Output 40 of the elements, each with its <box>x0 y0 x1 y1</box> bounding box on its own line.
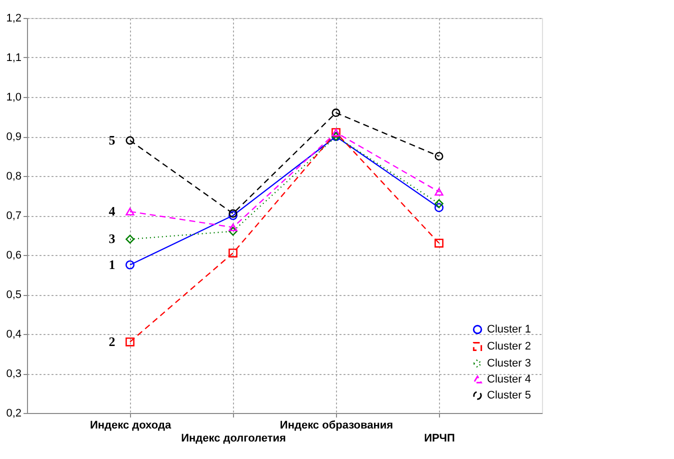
x-tick-label: Индекс образования <box>280 420 394 432</box>
legend-label: Cluster 4 <box>487 374 532 386</box>
y-tick-label: 0,4 <box>6 328 22 340</box>
annotation: 3 <box>108 231 116 246</box>
y-tick-label: 0,8 <box>6 170 22 182</box>
annotation: 2 <box>108 334 116 349</box>
y-tick-label: 0,6 <box>6 250 22 262</box>
legend-label: Cluster 2 <box>487 340 532 352</box>
point <box>332 108 340 118</box>
x-tick-label: Индекс долголетия <box>181 432 286 444</box>
point <box>126 337 134 346</box>
annotation: 1 <box>108 256 116 272</box>
y-tick-label: 1,2 <box>6 12 22 24</box>
y-tick-label: 0,3 <box>6 368 22 380</box>
legend-label: Cluster 5 <box>487 390 532 402</box>
point <box>434 188 444 196</box>
x-tick-label: Индекс дохода <box>90 420 172 432</box>
point <box>125 260 135 270</box>
legend-label: Cluster 3 <box>487 358 532 370</box>
y-tick-label: 1,1 <box>6 52 22 64</box>
annotation: 4 <box>108 204 116 219</box>
annotation: 5 <box>108 132 116 148</box>
y-tick-label: 0,5 <box>6 289 22 301</box>
y-tick-label: 1,0 <box>6 92 22 104</box>
point <box>434 199 444 208</box>
point <box>434 203 444 212</box>
y-tick-label: 0,2 <box>6 408 22 420</box>
legend-label: Cluster 1 <box>487 324 532 336</box>
point <box>228 248 238 258</box>
point <box>434 152 444 160</box>
y-tick-label: 0,9 <box>6 131 22 143</box>
point <box>126 136 134 145</box>
point <box>126 234 134 244</box>
point <box>228 210 238 220</box>
point <box>434 238 444 248</box>
y-tick-label: 0,7 <box>6 210 22 222</box>
point <box>228 226 238 236</box>
point <box>228 224 238 232</box>
x-tick-label: ИРЧП <box>424 432 456 444</box>
point <box>126 208 134 216</box>
